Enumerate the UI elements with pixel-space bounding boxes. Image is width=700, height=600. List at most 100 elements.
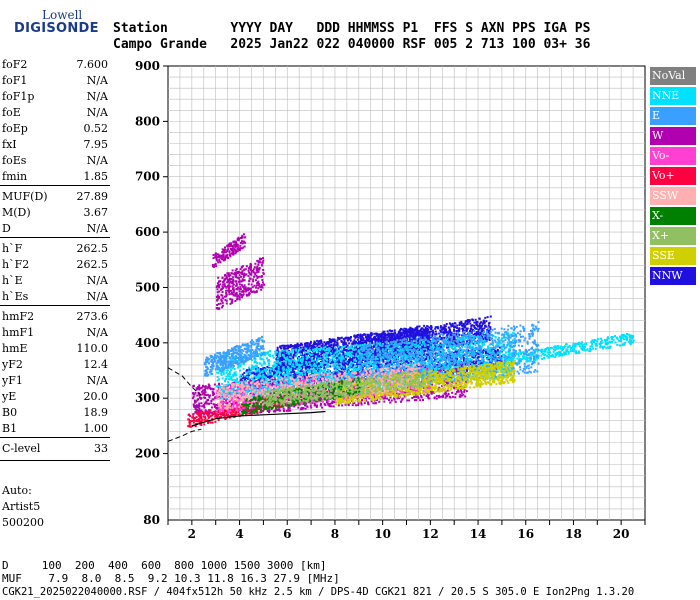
data-point [439, 350, 442, 353]
param-value: 27.89 [76, 190, 109, 203]
param-value: N/A [86, 274, 108, 287]
data-point [442, 326, 445, 329]
data-point [300, 342, 303, 345]
data-point [349, 339, 352, 342]
data-point [208, 396, 211, 399]
data-point [492, 354, 495, 357]
param-key: B1 [2, 422, 18, 435]
data-point [386, 375, 389, 378]
data-point [361, 339, 364, 342]
data-point [434, 330, 437, 333]
data-point [422, 398, 425, 401]
data-point [449, 366, 452, 369]
param-row: foF2 7.600 [2, 58, 108, 74]
data-point [484, 324, 487, 327]
data-point [356, 361, 359, 364]
data-point [255, 374, 258, 377]
header-line2: Campo Grande 2025 Jan22 022 040000 RSF 0… [113, 37, 591, 52]
param-value: N/A [86, 74, 108, 87]
data-point [314, 342, 317, 345]
param-key: hmF2 [2, 310, 35, 323]
data-point [444, 371, 447, 374]
data-point [266, 365, 269, 368]
data-point [319, 377, 322, 380]
data-point [421, 332, 424, 335]
data-point [441, 328, 444, 331]
data-point [470, 324, 473, 327]
data-point [312, 355, 315, 358]
param-row: D N/A [2, 222, 108, 238]
data-point [276, 346, 279, 349]
data-point [367, 359, 370, 362]
data-point [436, 363, 439, 366]
data-point [339, 376, 342, 379]
data-point [399, 331, 402, 334]
data-point [377, 363, 380, 366]
data-point [327, 371, 330, 374]
data-point [339, 337, 342, 340]
data-point [294, 376, 297, 379]
data-point [300, 370, 303, 373]
data-point [424, 334, 427, 337]
data-point [462, 356, 465, 359]
param-row: foF1 N/A [2, 74, 108, 90]
data-point [362, 337, 365, 340]
data-point [279, 372, 282, 375]
x-tick-label: 14 [470, 527, 487, 541]
data-point [489, 326, 492, 329]
param-key: C-level [2, 442, 41, 455]
data-point [192, 403, 195, 406]
data-point [348, 342, 351, 345]
data-point [445, 331, 448, 334]
data-point [303, 375, 306, 378]
data-point [379, 340, 382, 343]
y-tick-label: 300 [135, 391, 160, 405]
param-key: yE [2, 390, 17, 403]
data-point [356, 372, 359, 375]
data-point [370, 365, 373, 368]
data-point [477, 352, 480, 355]
data-point [332, 344, 335, 347]
data-point [458, 321, 461, 324]
data-point [494, 350, 497, 353]
data-point [454, 396, 457, 399]
data-point [375, 334, 378, 337]
data-point [292, 373, 295, 376]
data-point [318, 354, 321, 357]
data-point [449, 356, 452, 359]
data-point [253, 377, 256, 380]
param-row: MUF(D) 27.89 [2, 190, 108, 206]
data-point [473, 321, 476, 324]
data-point [430, 330, 433, 333]
data-point [363, 333, 366, 336]
data-point [370, 337, 373, 340]
data-point [309, 404, 312, 407]
data-point [310, 406, 313, 409]
param-separator [0, 305, 110, 306]
data-point [413, 329, 416, 332]
data-point [346, 339, 349, 342]
data-point [466, 322, 469, 325]
data-point [304, 407, 307, 410]
data-point [310, 345, 313, 348]
data-point [469, 352, 472, 355]
data-point [455, 329, 458, 332]
data-point [261, 380, 264, 383]
data-point [381, 334, 384, 337]
data-point [400, 334, 403, 337]
data-point [437, 366, 440, 369]
logo-line2: DIGISONDE [14, 21, 99, 36]
data-point [245, 377, 248, 380]
data-point [382, 360, 385, 363]
data-point [365, 336, 368, 339]
data-point [285, 344, 288, 347]
data-point [393, 332, 396, 335]
data-point [245, 375, 248, 378]
data-point [251, 372, 254, 375]
data-point [474, 318, 477, 321]
data-point [378, 367, 381, 370]
param-value: N/A [86, 374, 108, 387]
data-point [397, 330, 400, 333]
data-point [365, 339, 368, 342]
data-point [357, 363, 360, 366]
